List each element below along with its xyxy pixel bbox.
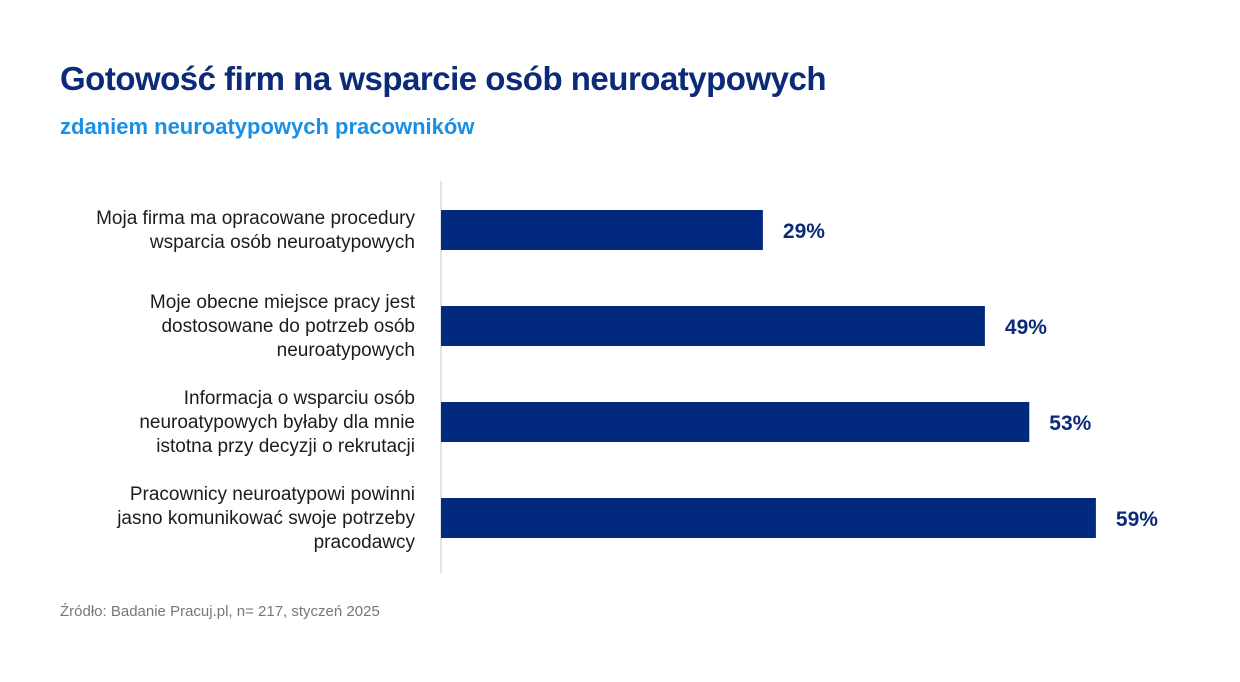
bar-3 [441,402,1030,442]
value-label-4: 59% [1116,508,1158,531]
category-label-line: neuroatypowych [277,340,415,361]
category-label-line: jasno komunikować swoje potrzeby [116,508,415,529]
value-label-1: 29% [783,220,825,243]
category-label-line: wsparcia osób neuroatypowych [149,232,415,253]
bar-chart: 29% Moja firma ma opracowane procedury wsp… [96,181,1158,573]
category-label-line: Pracownicy neuroatypowi powinni [130,484,415,505]
value-label-2: 49% [1005,316,1047,339]
category-label-2: Moje obecne miejsce pracy jest dostosowan… [150,292,416,361]
category-label-3: Informacja o wsparciu osób neuroatypowych… [139,388,415,457]
category-label-line: Moje obecne miejsce pracy jest [150,292,416,313]
category-label-line: dostosowane do potrzeb osób [161,316,415,337]
category-label-line: neuroatypowych byłaby dla mnie [139,412,415,433]
bar-4 [441,498,1096,538]
source-note: Źródło: Badanie Pracuj.pl, n= 217, stycz… [60,603,380,620]
bars-group: 29% Moja firma ma opracowane procedury wsp… [96,208,1158,553]
chart-subtitle: zdaniem neuroatypowych pracowników [60,114,475,139]
category-label-line: Moja firma ma opracowane procedury [96,208,415,229]
category-label-line: pracodawcy [314,532,416,553]
bar-2 [441,306,985,346]
category-label-line: istotna przy decyzji o rekrutacji [156,436,415,457]
bar-1 [441,210,763,250]
category-label-line: Informacja o wsparciu osób [184,388,415,409]
value-label-3: 53% [1049,412,1091,435]
chart-title: Gotowość firm na wsparcie osób neuroatyp… [60,60,827,97]
category-label-4: Pracownicy neuroatypowi powinni jasno kom… [116,484,415,553]
category-label-1: Moja firma ma opracowane procedury wsparc… [96,208,415,253]
